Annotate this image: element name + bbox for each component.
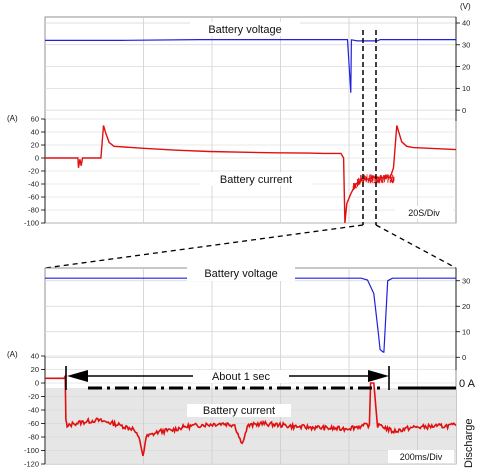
- top-timebase-bg: [395, 206, 453, 219]
- current-tick-label: 0: [35, 379, 39, 388]
- bottom-battery-current-line: [45, 373, 457, 457]
- voltage-tick-label: 20: [462, 62, 470, 71]
- bottom-voltage-label: Battery voltage: [204, 268, 277, 280]
- zoom-connector-left: [44, 224, 364, 269]
- voltage-tick-label: 0: [462, 353, 466, 362]
- current-tick-label: -100: [24, 219, 39, 228]
- voltage-tick-label: 20: [462, 302, 470, 311]
- top-plot-area: [44, 16, 457, 224]
- zero-current-label: 0 A: [459, 378, 476, 390]
- voltage-tick-label: 0: [462, 106, 466, 115]
- bottom-panel: 40 20 0 -20 -40 -60 -80 -100 -120 0 10 20 30 (A) 0 …: [7, 267, 476, 469]
- bottom-current-axis: 40 20 0 -20 -40 -60 -80 -100 -120: [24, 352, 46, 469]
- top-voltage-axis: 0 10 20 30 40: [455, 17, 470, 121]
- current-tick-label: 20: [31, 365, 39, 374]
- voltage-tick-label: 10: [462, 327, 470, 336]
- current-tick-label: -80: [28, 206, 39, 215]
- bottom-current-unit: (A): [7, 350, 18, 359]
- top-battery-current-line: [45, 125, 457, 224]
- zoom-connector-right: [375, 224, 457, 269]
- bottom-current-label-bg: [187, 404, 291, 417]
- current-tick-label: -120: [24, 460, 39, 469]
- top-current-axis: 60 40 20 0 -20 -40 -60 -80 -100: [24, 115, 46, 228]
- current-tick-label: -40: [28, 406, 39, 415]
- top-voltage-label-bg: [190, 22, 300, 36]
- current-tick-label: -20: [28, 392, 39, 401]
- bottom-voltage-axis: 0 10 20 30: [455, 268, 470, 370]
- bottom-timebase-bg: [388, 450, 454, 463]
- top-current-unit: (A): [7, 114, 18, 123]
- top-battery-voltage-line: [45, 39, 456, 93]
- about-1-sec-label-bg: [193, 370, 289, 383]
- voltage-tick-label: 10: [462, 84, 470, 93]
- current-tick-label: -20: [28, 167, 39, 176]
- bottom-voltage-label-bg: [187, 267, 295, 281]
- current-tick-label: 40: [31, 352, 39, 361]
- voltage-tick-label: 30: [462, 276, 470, 285]
- current-tick-label: -100: [24, 446, 39, 455]
- about-1-sec-arrowhead-left: [67, 370, 88, 382]
- bottom-current-label: Battery current: [203, 405, 275, 417]
- current-tick-label: 0: [35, 154, 39, 163]
- current-tick-label: 20: [31, 141, 39, 150]
- current-tick-label: -80: [28, 433, 39, 442]
- bottom-grid: [45, 268, 456, 465]
- top-panel: 60 40 20 0 -20 -40 -60 -80 -100 0 10 20 30 40 (A) (V…: [7, 2, 471, 228]
- top-current-label-bg: [200, 172, 312, 186]
- discharge-label: Discharge: [463, 418, 475, 468]
- voltage-tick-label: 40: [462, 19, 470, 28]
- top-voltage-unit: (V): [460, 2, 471, 11]
- current-tick-label: 60: [31, 115, 39, 124]
- current-tick-label: -60: [28, 193, 39, 202]
- current-tick-label: -60: [28, 419, 39, 428]
- top-grid: [45, 17, 456, 224]
- top-voltage-label: Battery voltage: [208, 24, 281, 36]
- top-current-label: Battery current: [220, 174, 292, 186]
- about-1-sec-label: About 1 sec: [212, 371, 271, 383]
- top-timebase: 20S/Div: [408, 208, 440, 218]
- current-tick-label: 40: [31, 128, 39, 137]
- current-tick-label: -40: [28, 180, 39, 189]
- voltage-tick-label: 30: [462, 40, 470, 49]
- about-1-sec-arrowhead-right: [368, 370, 389, 382]
- bottom-timebase: 200ms/Div: [400, 452, 443, 462]
